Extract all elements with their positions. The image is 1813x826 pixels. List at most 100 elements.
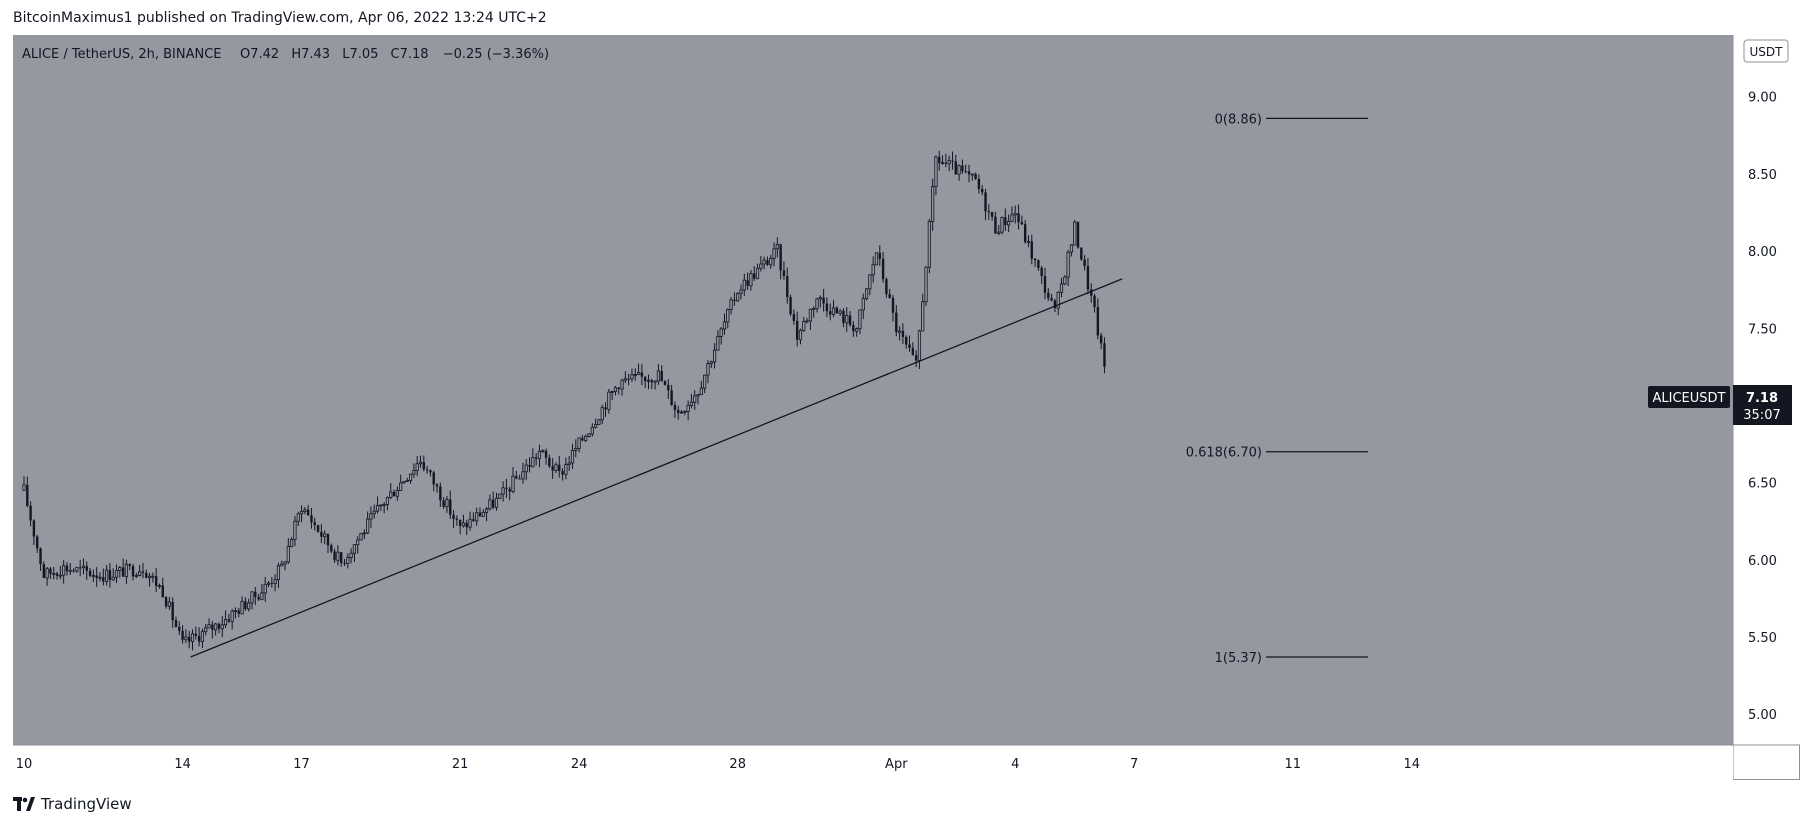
candle-body-down xyxy=(981,188,984,193)
candle-body-up xyxy=(541,450,545,453)
candle xyxy=(805,317,809,324)
candle xyxy=(194,626,198,640)
candle-body-up xyxy=(524,464,528,473)
candle-body-up xyxy=(630,374,634,380)
candle xyxy=(822,288,825,312)
candle xyxy=(478,507,482,517)
candle xyxy=(343,558,346,566)
candle-body-up xyxy=(98,576,102,579)
candle-body-down xyxy=(663,381,667,385)
candle xyxy=(706,360,710,384)
candle-body-down xyxy=(1017,213,1020,223)
candle-body-up xyxy=(861,298,865,311)
candle xyxy=(465,519,468,536)
candle xyxy=(1023,219,1027,244)
candle xyxy=(944,153,948,168)
candle xyxy=(223,610,228,628)
candle-body-up xyxy=(590,426,594,435)
candle xyxy=(88,567,92,578)
candle-body-down xyxy=(528,465,531,467)
candle xyxy=(303,507,307,515)
currency-badge-box[interactable] xyxy=(1743,39,1789,63)
candle xyxy=(227,613,231,624)
candle-body-down xyxy=(779,244,782,271)
candle-body-up xyxy=(230,610,234,622)
candle xyxy=(320,523,323,544)
candle xyxy=(660,365,663,382)
candle xyxy=(656,364,661,385)
candle-body-up xyxy=(299,511,304,515)
candle-body-down xyxy=(640,372,644,377)
candle-body-up xyxy=(58,574,62,577)
candle-body-down xyxy=(254,591,257,598)
candle-body-down xyxy=(786,276,789,298)
candle-body-up xyxy=(415,463,419,471)
candle-body-up xyxy=(709,361,713,365)
candle-body-down xyxy=(211,624,214,630)
candle-body-up xyxy=(184,636,188,641)
price-tick-5: 6.50 xyxy=(1748,477,1777,492)
candle-body-up xyxy=(52,573,56,575)
candle xyxy=(108,563,112,588)
candle xyxy=(663,380,667,386)
support-trendline[interactable] xyxy=(190,278,1123,658)
candle xyxy=(1050,293,1053,302)
candle xyxy=(561,468,564,481)
candle-body-down xyxy=(171,601,174,621)
candle-body-up xyxy=(389,491,393,498)
candle-body-down xyxy=(442,500,445,507)
candle xyxy=(356,536,360,554)
candle-body-up xyxy=(802,320,806,331)
candle xyxy=(214,622,218,636)
candle xyxy=(449,490,452,519)
candle-body-down xyxy=(465,522,468,528)
candle xyxy=(286,537,290,565)
legend-close-label: C xyxy=(391,47,400,62)
candle xyxy=(733,292,736,306)
candle-body-down xyxy=(194,633,198,636)
candle-body-down xyxy=(643,376,647,382)
candle xyxy=(458,519,462,535)
candle xyxy=(891,295,895,322)
candle xyxy=(78,559,82,577)
candle-body-down xyxy=(452,514,455,519)
candle-body-down xyxy=(217,623,221,629)
plot-area[interactable] xyxy=(13,35,1733,745)
candle xyxy=(62,560,66,584)
candle xyxy=(306,504,310,516)
candle xyxy=(633,368,637,381)
candle-body-up xyxy=(336,551,340,561)
candle xyxy=(772,242,776,267)
candle xyxy=(739,284,743,300)
candle-body-up xyxy=(323,533,327,538)
candle xyxy=(699,380,703,396)
candle xyxy=(45,566,49,586)
price-tick-2: 8.00 xyxy=(1748,245,1777,260)
candle-body-down xyxy=(987,211,991,213)
candle xyxy=(802,316,806,333)
candle xyxy=(42,561,46,579)
candle xyxy=(528,457,531,473)
time-tick-8: 7 xyxy=(1130,757,1138,772)
candle-body-down xyxy=(49,568,52,574)
candle-body-down xyxy=(121,567,125,577)
candle-body-down xyxy=(650,380,653,383)
time-axis[interactable] xyxy=(13,745,1733,780)
candle-body-up xyxy=(689,401,694,406)
candle-body-up xyxy=(1066,251,1070,278)
candle-body-down xyxy=(746,280,749,286)
footer-brand[interactable]: TradingView xyxy=(13,793,132,815)
candle-body-up xyxy=(266,582,271,585)
candle xyxy=(85,561,88,580)
candle xyxy=(1069,244,1074,257)
candle xyxy=(260,583,264,601)
candle xyxy=(1063,275,1067,286)
fib-levels-group: 0(8.86) 0.618(6.70) 1(5.37) xyxy=(1186,112,1368,666)
candle xyxy=(994,211,997,234)
candle xyxy=(749,269,753,291)
candle-body-down xyxy=(330,545,333,552)
candle-body-down xyxy=(181,630,184,640)
candle xyxy=(299,505,304,523)
candle-body-down xyxy=(852,324,855,332)
